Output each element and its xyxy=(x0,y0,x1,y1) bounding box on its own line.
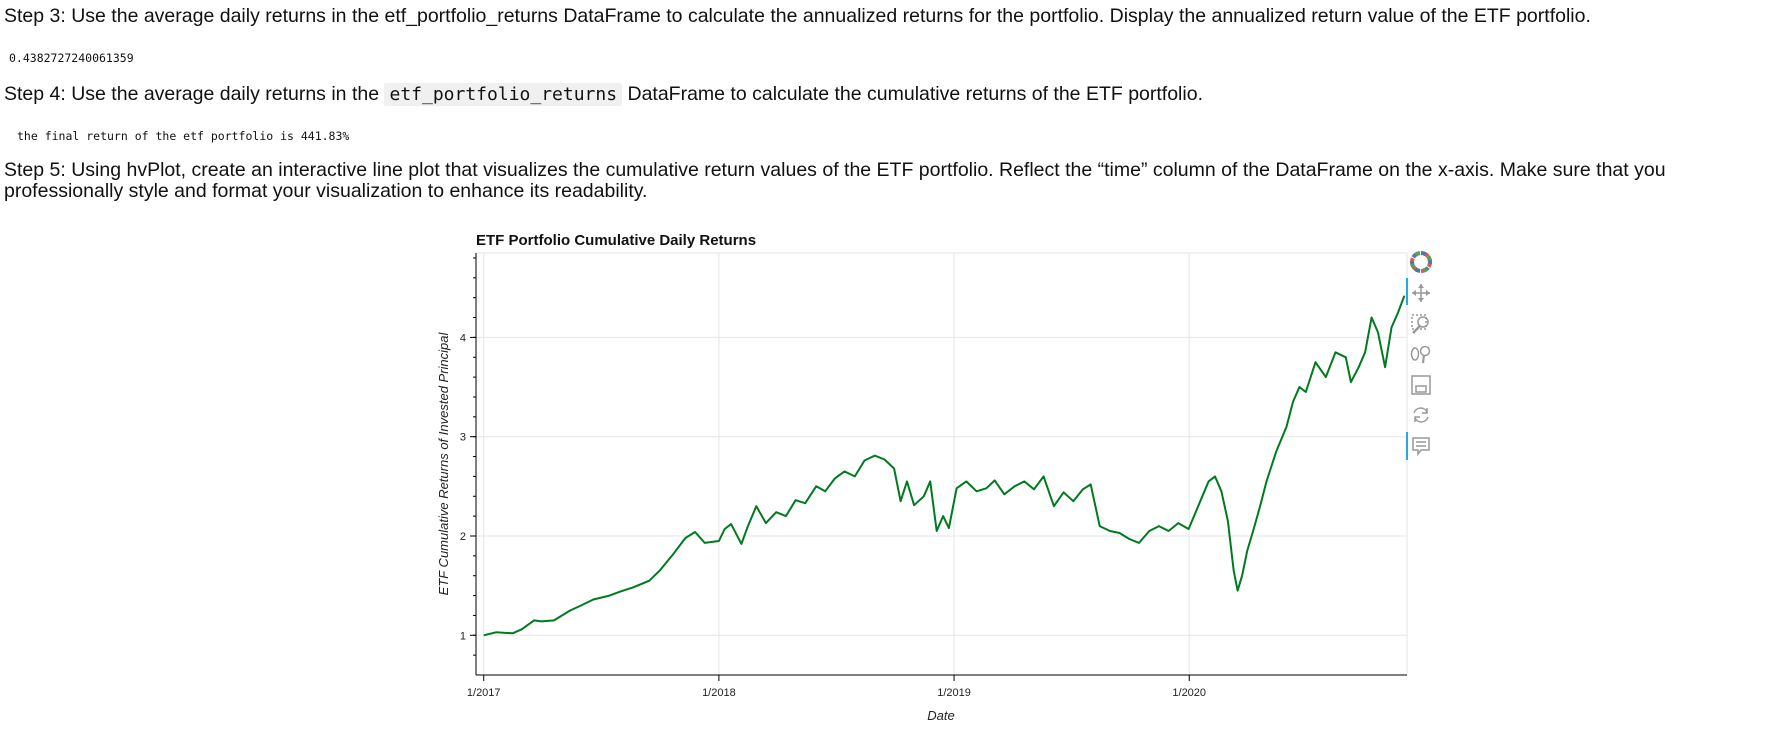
pan-icon[interactable] xyxy=(1412,284,1430,302)
save-icon[interactable] xyxy=(1411,375,1431,395)
step4-text-before: Step 4: Use the average daily returns in… xyxy=(4,83,385,105)
x-tick-label: 1/2019 xyxy=(937,687,971,699)
x-tick-label: 1/2018 xyxy=(702,687,736,699)
box-zoom-icon[interactable] xyxy=(1411,314,1429,334)
plot-frame xyxy=(475,252,1408,676)
step4-code: etf_portfolio_returns xyxy=(384,83,623,106)
x-tick-label: 1/2020 xyxy=(1172,687,1206,699)
step3-instructions: Step 3: Use the average daily returns in… xyxy=(4,6,1767,27)
wheel-zoom-icon[interactable] xyxy=(1410,345,1431,364)
plot-toolbar xyxy=(1406,251,1432,460)
step3-text: Step 3: Use the average daily returns in… xyxy=(4,5,1591,27)
step4-output: the final return of the etf portfolio is… xyxy=(17,129,350,143)
bokeh-logo-icon[interactable] xyxy=(1410,251,1432,273)
step5-text: Step 5: Using hvPlot, create an interact… xyxy=(4,159,1666,202)
y-tick-label: 2 xyxy=(460,531,466,543)
step5-instructions: Step 5: Using hvPlot, create an interact… xyxy=(4,160,1767,202)
step4-text-after: DataFrame to calculate the cumulative re… xyxy=(622,83,1203,105)
axes: 1 2 3 4 1/2017 1/2018 1/2019 1/2020 xyxy=(460,253,1407,699)
y-tick-label: 3 xyxy=(460,432,466,444)
chart-title: ETF Portfolio Cumulative Daily Returns xyxy=(476,232,756,249)
step3-output: 0.4382727240061359 xyxy=(9,51,134,65)
grid-lines xyxy=(476,253,1407,675)
step4-instructions: Step 4: Use the average daily returns in… xyxy=(4,83,1767,106)
reset-icon[interactable] xyxy=(1413,407,1429,423)
y-tick-label: 4 xyxy=(460,332,466,344)
y-tick-label: 1 xyxy=(460,630,466,642)
hover-icon[interactable] xyxy=(1412,437,1430,457)
series-line-cumulative-returns xyxy=(483,295,1406,637)
y-axis-label: ETF Cumulative Returns of Invested Princ… xyxy=(436,332,451,596)
x-axis-label: Date xyxy=(927,708,954,723)
x-tick-label: 1/2017 xyxy=(467,687,501,699)
